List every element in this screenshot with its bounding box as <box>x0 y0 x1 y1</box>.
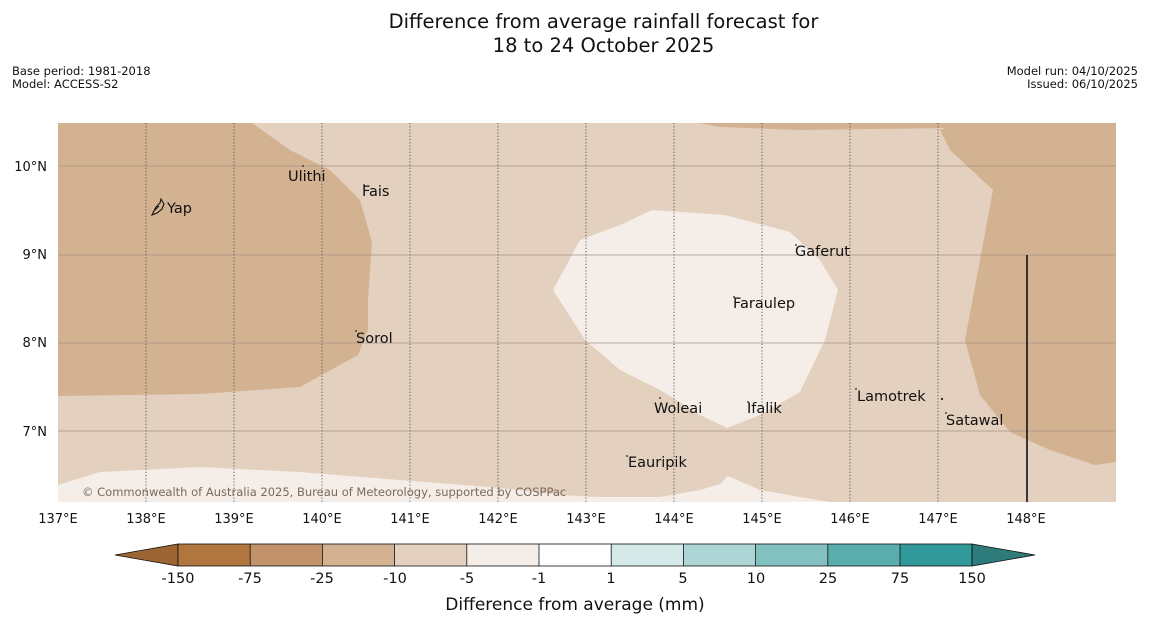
colorbar-swatch-4 <box>394 544 467 566</box>
colorbar-swatch-8 <box>683 544 756 566</box>
lon-label-144e: 144°E <box>654 512 694 527</box>
colorbar-tick-3: -25 <box>310 571 334 587</box>
lon-label-137e: 137°E <box>38 512 78 527</box>
near-average-region-south <box>58 467 830 502</box>
island-dots <box>302 165 947 457</box>
lon-label-139e: 139°E <box>214 512 254 527</box>
near-average-region-center <box>553 210 838 428</box>
lon-label-148e: 148°E <box>1006 512 1046 527</box>
place-sorol: Sorol <box>356 331 393 347</box>
issued-text: Issued: 06/10/2025 <box>1027 77 1138 91</box>
info-left: Base period: 1981-2018 Model: ACCESS-S2 <box>12 65 151 91</box>
colorbar-tick-2: -75 <box>238 571 262 587</box>
place-gaferut: Gaferut <box>795 244 850 260</box>
lat-label-8n: 8°N <box>23 336 48 351</box>
yap-island-outline <box>150 197 165 217</box>
dry-region-west <box>58 123 372 396</box>
colorbar-swatch-2 <box>250 544 323 566</box>
dry-region-east <box>940 123 1116 465</box>
place-ifalik: Ifalik <box>747 401 782 417</box>
colorbar-tick-1: -150 <box>162 571 195 587</box>
lat-label-7n: 7°N <box>23 425 48 440</box>
lon-label-141e: 141°E <box>390 512 430 527</box>
place-yap: Yap <box>166 201 192 217</box>
colorbar-label: Difference from average (mm) <box>445 595 704 615</box>
colorbar-tick-9: 10 <box>747 571 765 587</box>
colorbar-swatch-5 <box>466 544 539 566</box>
lon-label-147e: 147°E <box>918 512 958 527</box>
place-woleai: Woleai <box>654 401 702 417</box>
base-period-text: Base period: 1981-2018 <box>12 64 151 78</box>
colorbar-extend-high <box>971 543 1036 567</box>
lat-label-10n: 10°N <box>14 160 47 175</box>
colorbar-swatch-6 <box>539 544 612 566</box>
model-text: Model: ACCESS-S2 <box>12 77 119 91</box>
colorbar-extend-low <box>114 543 179 567</box>
colorbar-tick-5: -5 <box>460 571 474 587</box>
colorbar-tick-6: -1 <box>532 571 546 587</box>
lon-label-145e: 145°E <box>742 512 782 527</box>
chart-title: Difference from average rainfall forecas… <box>0 10 1150 58</box>
colorbar-frame <box>177 543 973 567</box>
place-fais: Fais <box>362 184 389 200</box>
place-faraulep: Faraulep <box>733 296 795 312</box>
colorbar-tick-8: 5 <box>678 571 687 587</box>
colorbar-swatch-1 <box>178 544 251 566</box>
lon-label-138e: 138°E <box>126 512 166 527</box>
colorbar-swatch-11 <box>900 544 972 566</box>
colorbar-legend: -150 -75 -25 -10 -5 -1 1 5 10 25 75 150 … <box>114 543 1036 615</box>
colorbar-tick-11: 75 <box>891 571 909 587</box>
colorbar-tick-10: 25 <box>819 571 837 587</box>
info-right: Model run: 04/10/2025 Issued: 06/10/2025 <box>1007 65 1138 91</box>
lon-label-142e: 142°E <box>478 512 518 527</box>
graticule <box>58 123 1116 502</box>
model-run-text: Model run: 04/10/2025 <box>1006 64 1138 78</box>
colorbar-tick-12: 150 <box>958 571 986 587</box>
colorbar-dividers <box>249 544 901 566</box>
colorbar-swatch-10 <box>827 544 900 566</box>
lon-label-146e: 146°E <box>830 512 870 527</box>
colorbar-tick-4: -10 <box>383 571 407 587</box>
colorbar-swatch-9 <box>755 544 828 566</box>
title-line-2: 18 to 24 October 2025 <box>492 34 715 57</box>
copyright-text: © Commonwealth of Australia 2025, Bureau… <box>82 485 566 499</box>
lon-label-143e: 143°E <box>566 512 606 527</box>
colorbar-swatch-3 <box>322 544 395 566</box>
lat-label-9n: 9°N <box>23 248 48 263</box>
place-lamotrek: Lamotrek <box>857 389 926 405</box>
dry-region-northeast <box>698 123 960 130</box>
colorbar-swatch-7 <box>611 544 684 566</box>
place-satawal: Satawal <box>946 413 1003 429</box>
place-eauripik: Eauripik <box>628 455 687 471</box>
lon-label-140e: 140°E <box>302 512 342 527</box>
colorbar-tick-7: 1 <box>606 571 615 587</box>
place-ulithi: Ulithi <box>288 169 326 185</box>
title-line-1: Difference from average rainfall forecas… <box>388 10 819 33</box>
map-panel[interactable]: Ulithi Fais Yap Gaferut Faraulep Sorol L… <box>58 123 1116 502</box>
